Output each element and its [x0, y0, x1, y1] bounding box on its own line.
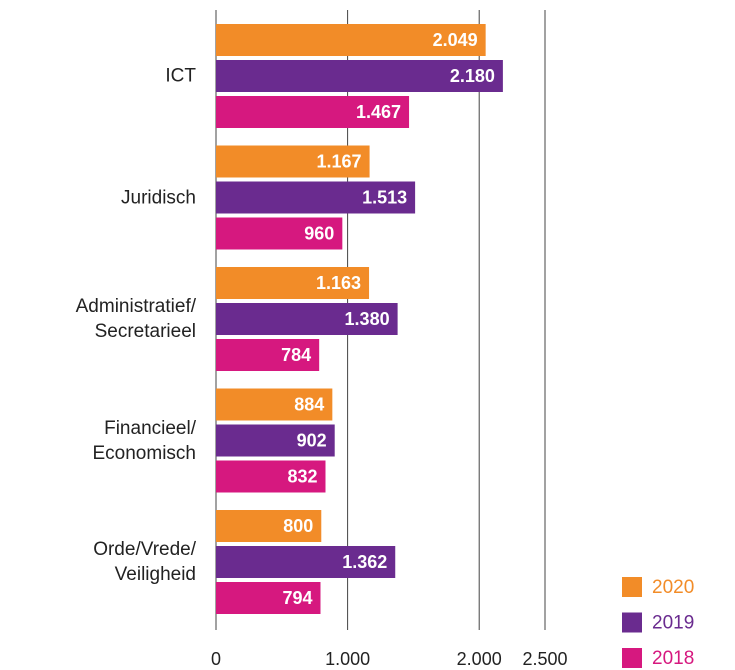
value-label: 832 — [287, 466, 317, 486]
category-label: Orde/Vrede/ Veiligheid — [93, 539, 196, 585]
bar — [216, 460, 326, 493]
value-label: 2.180 — [450, 66, 495, 86]
bar — [216, 60, 503, 92]
value-label: 1.513 — [362, 187, 407, 207]
value-label: 1.163 — [316, 273, 361, 293]
legend-swatch — [622, 612, 642, 633]
x-tick-label: 2.500 — [522, 649, 567, 669]
x-tick-label: 1.000 — [325, 649, 370, 669]
value-label: 1.167 — [317, 151, 362, 171]
bar — [216, 510, 322, 542]
bar — [216, 339, 320, 371]
value-label: 902 — [297, 430, 327, 450]
value-label: 784 — [281, 345, 311, 365]
value-label: 1.362 — [342, 552, 387, 572]
value-label: 1.380 — [345, 309, 390, 329]
bar — [216, 96, 410, 128]
value-label: 1.467 — [356, 102, 401, 122]
bar — [216, 24, 486, 56]
legend-swatch — [622, 648, 642, 668]
value-label: 960 — [304, 223, 334, 243]
bar — [216, 303, 398, 335]
bar — [216, 582, 321, 614]
value-label: 800 — [283, 516, 313, 536]
bar — [216, 267, 370, 299]
value-label: 2.049 — [433, 30, 478, 50]
legend-swatch — [622, 577, 642, 597]
legend-label: 2018 — [652, 648, 694, 669]
value-label: 884 — [294, 394, 324, 414]
bar — [216, 546, 396, 578]
legend-label: 2019 — [652, 613, 694, 634]
category-label: ICT — [165, 65, 196, 87]
category-label: Administratief/ Secretarieel — [75, 296, 196, 342]
value-label: 794 — [282, 588, 312, 608]
bar — [216, 181, 416, 214]
bar — [216, 217, 343, 250]
category-label: Financieel/ Economisch — [92, 417, 197, 464]
category-label: Juridisch — [121, 187, 196, 208]
legend-label: 2020 — [652, 577, 694, 598]
bar — [216, 424, 335, 457]
x-tick-label: 0 — [211, 649, 221, 669]
bar — [216, 388, 333, 421]
x-tick-label: 2.000 — [457, 649, 502, 669]
bar — [216, 145, 370, 178]
